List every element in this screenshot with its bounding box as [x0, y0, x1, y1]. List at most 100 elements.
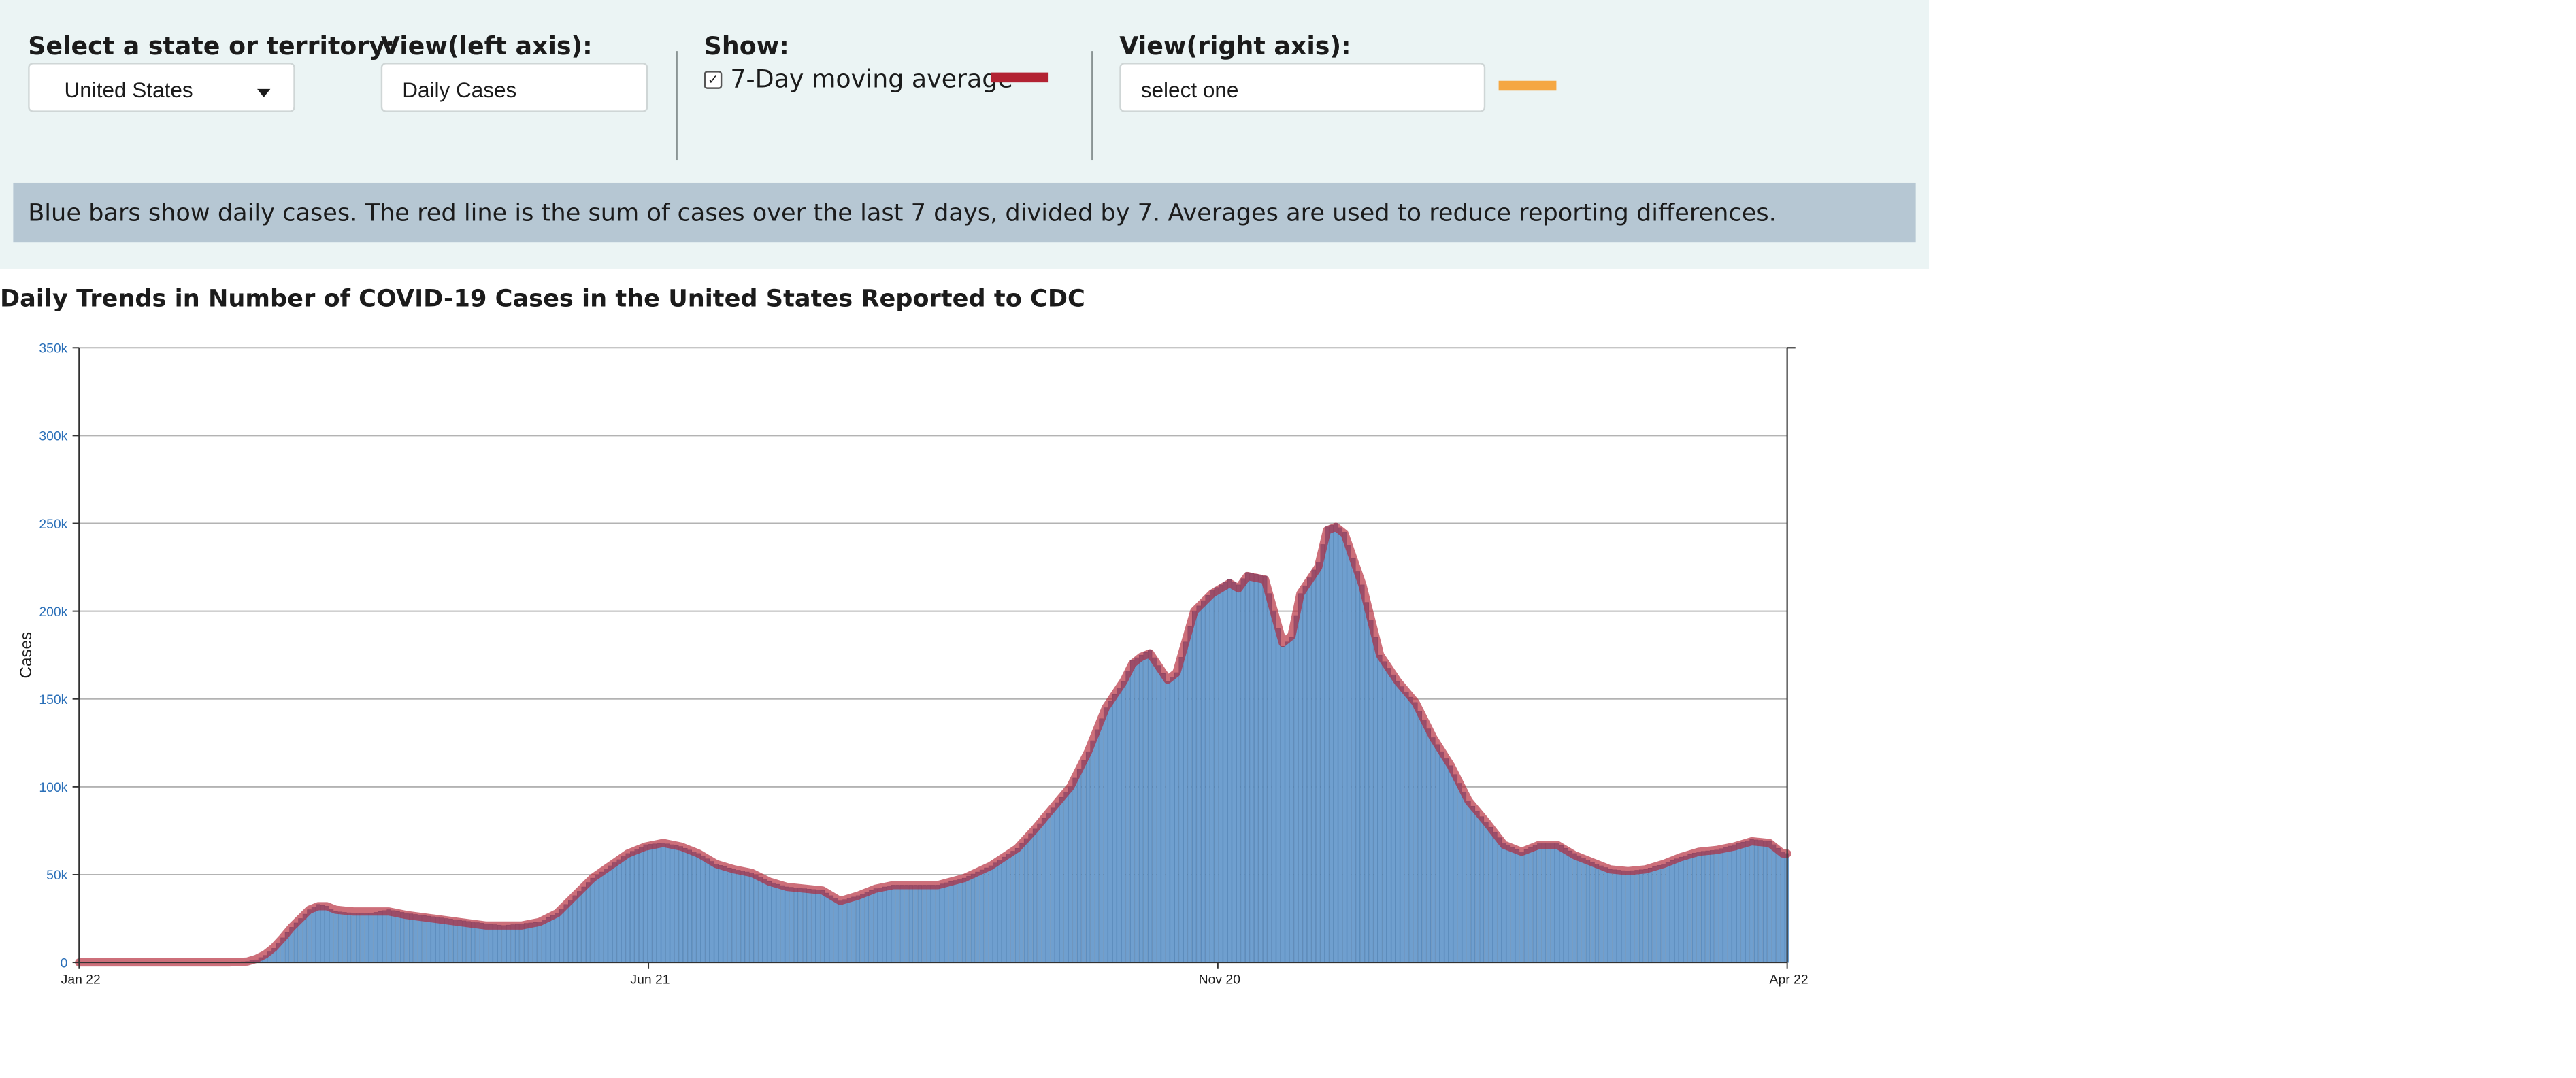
- bar: [821, 890, 825, 962]
- bar: [414, 915, 418, 963]
- bar: [1046, 813, 1051, 962]
- bar: [1529, 847, 1533, 962]
- bar: [732, 869, 736, 962]
- bar: [1294, 616, 1298, 962]
- bar: [1130, 660, 1134, 962]
- right-axis-value: select one: [1141, 78, 1239, 102]
- bar: [1485, 822, 1489, 963]
- bar: [900, 885, 904, 962]
- bar: [630, 852, 634, 962]
- bar: [1759, 841, 1763, 962]
- bar: [767, 881, 772, 962]
- bar: [856, 896, 860, 962]
- bar: [303, 914, 307, 962]
- bar: [316, 905, 320, 962]
- bar: [1697, 852, 1701, 962]
- bar: [369, 913, 374, 962]
- bar: [985, 868, 989, 962]
- bar: [559, 909, 563, 962]
- bar: [1781, 852, 1785, 962]
- bar: [1112, 694, 1117, 962]
- bar: [1498, 838, 1502, 962]
- bar: [1254, 574, 1258, 962]
- bar: [440, 918, 444, 962]
- bar: [1276, 628, 1281, 962]
- bar: [1144, 652, 1148, 962]
- bar: [1674, 859, 1679, 962]
- bar: [1002, 857, 1006, 962]
- bar: [1139, 655, 1143, 962]
- y-tick-label: 300k: [39, 429, 67, 444]
- bar: [1719, 849, 1723, 962]
- bar: [1082, 760, 1086, 962]
- bar: [976, 872, 980, 962]
- bar: [591, 878, 595, 962]
- y-tick-label: 50k: [46, 868, 68, 883]
- bar: [1042, 818, 1046, 962]
- bar: [1073, 778, 1077, 962]
- bar: [458, 920, 462, 962]
- bar: [896, 885, 900, 962]
- bar: [1626, 871, 1630, 962]
- bar: [1679, 857, 1683, 962]
- bar: [1121, 681, 1125, 962]
- bar: [1595, 864, 1599, 962]
- bar: [1666, 862, 1670, 962]
- bar: [550, 915, 555, 962]
- bar: [657, 843, 661, 962]
- bar: [1467, 801, 1471, 963]
- left-axis-select[interactable]: Daily Cases: [381, 63, 648, 112]
- bar: [1692, 853, 1696, 962]
- bar: [1117, 688, 1121, 962]
- bar: [772, 883, 776, 962]
- bar: [1351, 558, 1355, 962]
- bar: [1564, 848, 1568, 962]
- bar: [1325, 527, 1329, 962]
- bar: [874, 889, 878, 962]
- bar: [997, 860, 1002, 962]
- bar: [1365, 603, 1369, 962]
- bar: [1768, 841, 1772, 962]
- y-axis-title: Cases: [17, 632, 35, 679]
- bar: [789, 888, 793, 962]
- right-axis-select[interactable]: select one: [1119, 63, 1485, 112]
- left-axis-label: View(left axis):: [381, 31, 593, 61]
- bar: [1183, 642, 1187, 962]
- bar: [736, 871, 740, 963]
- y-tick-label: 250k: [39, 517, 67, 532]
- bar: [1316, 562, 1320, 962]
- moving-average-toggle[interactable]: ✓7-Day moving average: [704, 65, 1013, 95]
- bar: [405, 913, 409, 962]
- bar: [1006, 854, 1010, 962]
- bar: [1055, 803, 1059, 962]
- bar: [1573, 854, 1577, 962]
- bar: [334, 911, 338, 962]
- bar: [1033, 829, 1037, 962]
- bar: [1586, 860, 1590, 962]
- bar: [812, 890, 816, 962]
- bar: [1600, 866, 1604, 962]
- bar: [1493, 832, 1498, 962]
- bar: [914, 885, 918, 962]
- checkbox-checked-icon[interactable]: ✓: [704, 71, 723, 89]
- bar: [1542, 843, 1546, 962]
- bar: [843, 900, 847, 962]
- bar: [1662, 864, 1666, 962]
- bar: [701, 856, 705, 962]
- bar: [710, 862, 714, 962]
- bar: [506, 925, 510, 962]
- bar: [361, 913, 365, 962]
- bar: [798, 888, 802, 962]
- bar: [1210, 590, 1214, 962]
- bar: [1728, 846, 1732, 962]
- bar: [1723, 847, 1728, 962]
- bar: [1064, 792, 1068, 962]
- bar: [1777, 848, 1781, 962]
- bar: [1268, 594, 1272, 962]
- state-select[interactable]: United States: [28, 63, 295, 112]
- bar: [1391, 675, 1396, 962]
- bar: [1462, 792, 1466, 962]
- bar: [1506, 845, 1510, 962]
- bar: [1227, 579, 1232, 962]
- bar: [502, 926, 506, 962]
